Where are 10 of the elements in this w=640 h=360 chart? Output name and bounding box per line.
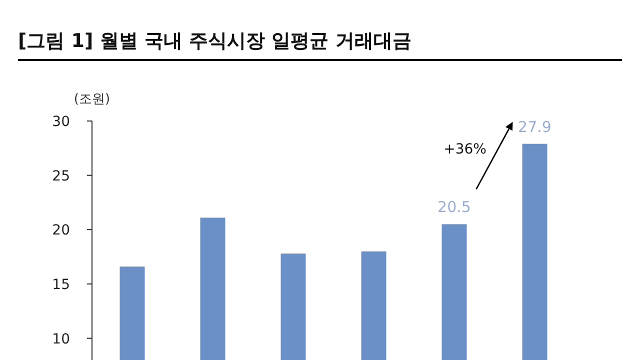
y-tick-label: 30 (52, 114, 70, 130)
data-label: 20.5 (438, 198, 471, 216)
chart-title: [그림 1] 월별 국내 주식시장 일평균 거래대금 (18, 30, 412, 52)
y-tick-label: 15 (52, 276, 70, 293)
annotation: +36% (444, 142, 486, 158)
data-label: 27.9 (518, 118, 552, 136)
y-tick-label: 20 (52, 222, 70, 239)
y-tick-label: 10 (52, 331, 70, 348)
y-tick-label: 25 (52, 168, 70, 184)
y-axis-title: (조원) (74, 92, 110, 107)
